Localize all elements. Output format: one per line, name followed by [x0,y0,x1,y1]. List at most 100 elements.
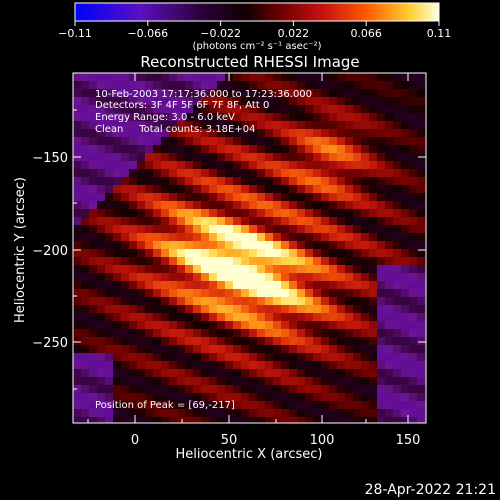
image-pixel [385,401,394,410]
image-pixel [241,313,250,322]
image-pixel [201,377,210,386]
image-pixel [409,105,418,114]
image-pixel [217,377,226,386]
image-pixel [409,137,418,146]
image-pixel [409,225,418,234]
image-pixel [273,369,282,378]
image-pixel [81,89,90,98]
image-pixel [121,337,130,346]
image-pixel [233,153,242,162]
image-pixel [113,297,122,306]
image-pixel [353,417,362,423]
image-pixel [401,329,410,338]
image-pixel [281,305,290,314]
image-pixel [289,289,298,298]
image-pixel [185,89,194,98]
image-pixel [209,249,218,258]
image-pixel [209,329,218,338]
image-pixel [121,73,130,82]
image-pixel [417,265,426,274]
image-pixel [105,153,114,162]
image-pixel [393,209,402,218]
image-pixel [273,193,282,202]
image-pixel [249,89,258,98]
image-pixel [321,137,330,146]
image-pixel [385,257,394,266]
image-pixel [289,345,298,354]
image-pixel [137,385,146,394]
image-pixel [177,281,186,290]
image-pixel [153,169,162,178]
image-pixel [81,169,90,178]
image-pixel [121,417,130,423]
image-pixel [137,337,146,346]
image-pixel [273,233,282,242]
image-pixel [361,393,370,402]
image-pixel [345,273,354,282]
image-pixel [201,153,210,162]
image-pixel [377,169,386,178]
image-pixel [89,177,98,186]
image-pixel [369,217,378,226]
image-pixel [265,369,274,378]
image-pixel [313,297,322,306]
image-pixel [361,377,370,386]
image-pixel [201,241,210,250]
image-pixel [97,137,106,146]
image-pixel [321,97,330,106]
image-pixel [329,89,338,98]
image-pixel [97,113,106,122]
image-pixel [225,257,234,266]
image-pixel [193,97,202,106]
image-pixel [217,233,226,242]
image-pixel [313,401,322,410]
image-pixel [409,353,418,362]
image-pixel [193,73,202,82]
image-pixel [201,257,210,266]
image-pixel [337,369,346,378]
image-pixel [281,417,290,423]
image-pixel [417,113,426,122]
image-pixel [129,345,138,354]
image-pixel [105,241,114,250]
image-pixel [385,369,394,378]
image-pixel [329,145,338,154]
image-pixel [233,265,242,274]
image-pixel [353,385,362,394]
image-pixel [409,289,418,298]
image-pixel [329,169,338,178]
image-pixel [305,209,314,218]
image-pixel [409,249,418,258]
image-pixel [289,81,298,90]
image-pixel [281,377,290,386]
image-pixel [289,169,298,178]
image-pixel [377,217,386,226]
image-pixel [313,121,322,130]
image-pixel [225,161,234,170]
image-pixel [369,289,378,298]
image-pixel [249,305,258,314]
image-pixel [121,81,130,90]
image-pixel [265,89,274,98]
image-pixel [401,313,410,322]
image-pixel [73,297,82,306]
image-pixel [153,241,162,250]
image-pixel [377,249,386,258]
image-pixel [201,265,210,274]
image-pixel [385,385,394,394]
image-pixel [113,137,122,146]
image-pixel [241,113,250,122]
image-pixel [369,185,378,194]
image-pixel [129,137,138,146]
image-pixel [265,273,274,282]
image-pixel [121,273,130,282]
image-pixel [281,393,290,402]
image-pixel [377,105,386,114]
image-pixel [217,217,226,226]
image-pixel [185,353,194,362]
image-pixel [265,129,274,138]
image-pixel [105,265,114,274]
image-pixel [401,97,410,106]
image-pixel [209,393,218,402]
image-pixel [161,385,170,394]
